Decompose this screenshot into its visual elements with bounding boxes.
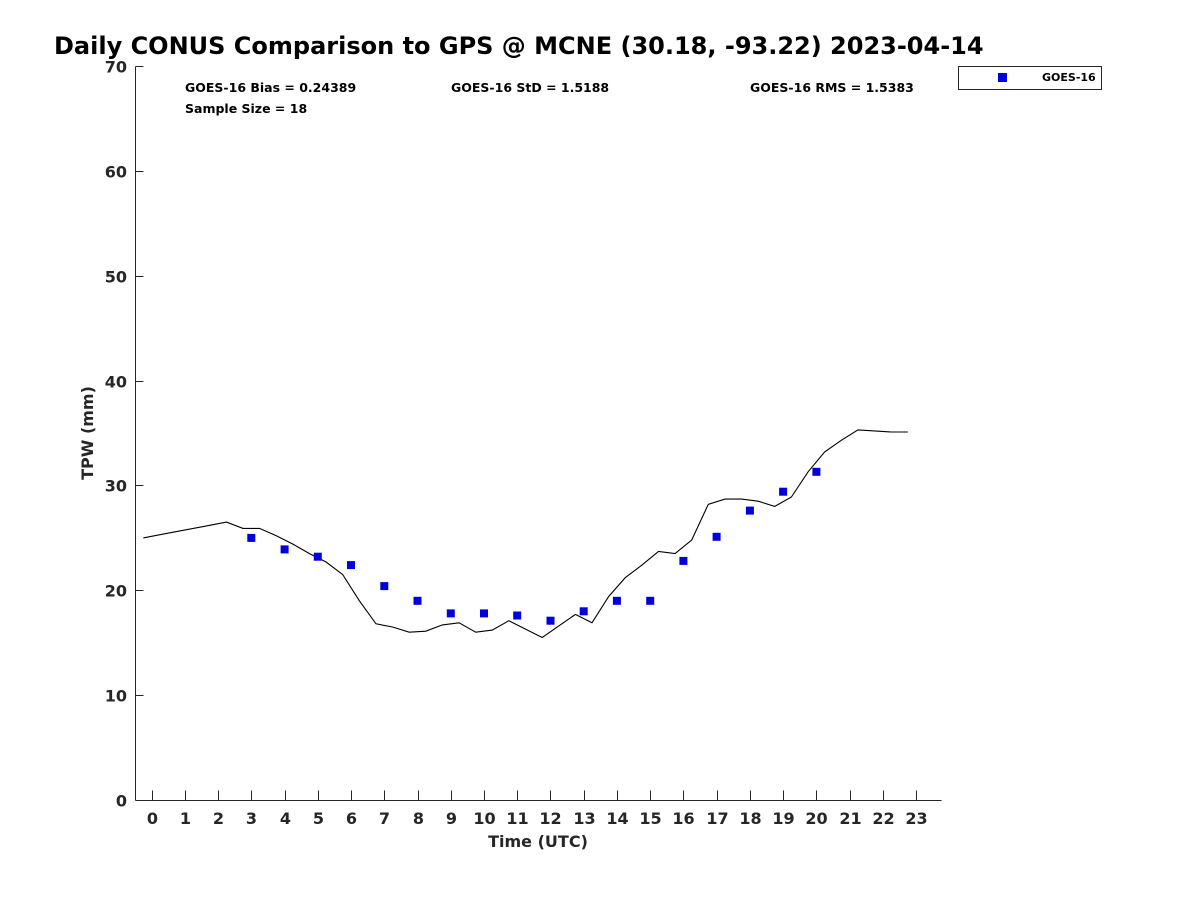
x-tick-label: 18 — [739, 809, 761, 828]
goes16-point — [646, 596, 655, 605]
goes16-point — [413, 596, 422, 605]
x-tick-label: 23 — [905, 809, 927, 828]
x-ticks: 0 1 2 3 4 5 6 7 8 9 10 11 12 13 14 15 16 17 18 19 20 21 22 23 — [147, 790, 928, 828]
y-tick-label: 60 — [105, 163, 127, 182]
x-tick-label: 5 — [313, 809, 324, 828]
goes16-point — [347, 561, 355, 570]
x-tick-label: 13 — [573, 809, 595, 828]
y-tick-label: 30 — [105, 477, 127, 496]
plot-area — [143, 429, 908, 639]
x-tick-label: 0 — [147, 809, 158, 828]
y-tick-label: 0 — [116, 792, 127, 811]
sample-size-stat: Sample Size = 18 — [185, 101, 307, 116]
legend-marker — [998, 73, 1007, 82]
x-tick-label: 11 — [506, 809, 528, 828]
goes16-point — [579, 607, 588, 616]
std-stat: GOES-16 StD = 1.5188 — [451, 80, 609, 95]
goes16-point — [779, 487, 788, 496]
goes16-point — [513, 611, 522, 620]
x-axis-label: Time (UTC) — [488, 832, 588, 851]
x-tick-label: 21 — [839, 809, 861, 828]
x-tick-label: 8 — [413, 809, 424, 828]
y-tick-label: 50 — [105, 268, 127, 287]
x-tick-label: 1 — [180, 809, 191, 828]
goes16-point — [380, 582, 389, 591]
x-tick-label: 10 — [473, 809, 495, 828]
goes16-point — [280, 545, 289, 554]
goes16-point — [745, 506, 754, 515]
x-tick-label: 3 — [246, 809, 257, 828]
y-tick-label: 20 — [105, 582, 127, 601]
goes16-point — [546, 616, 555, 625]
goes16-point — [313, 552, 322, 561]
bias-stat: GOES-16 Bias = 0.24389 — [185, 80, 356, 95]
x-tick-label: 20 — [805, 809, 827, 828]
x-tick-label: 2 — [213, 809, 224, 828]
y-ticks: 0 10 20 30 40 50 60 70 — [105, 58, 144, 811]
goes16-point — [612, 596, 621, 605]
x-tick-label: 16 — [672, 809, 694, 828]
x-tick-label: 12 — [539, 809, 561, 828]
legend-box — [958, 66, 1102, 90]
goes16-point — [247, 533, 256, 542]
chart-title: Daily CONUS Comparison to GPS @ MCNE (30… — [54, 32, 984, 60]
gps-reference-line — [143, 429, 908, 639]
x-tick-label: 4 — [280, 809, 291, 828]
legend-label: GOES-16 — [1042, 71, 1096, 84]
x-tick-label: 19 — [772, 809, 794, 828]
y-tick-label: 40 — [105, 373, 127, 392]
x-tick-label: 15 — [639, 809, 661, 828]
stats-annotations: GOES-16 Bias = 0.24389 GOES-16 StD = 1.5… — [185, 80, 914, 116]
y-tick-label: 10 — [105, 687, 127, 706]
x-tick-label: 9 — [446, 809, 457, 828]
goes16-point — [446, 609, 455, 618]
rms-stat: GOES-16 RMS = 1.5383 — [750, 80, 914, 95]
goes16-point — [679, 556, 688, 565]
y-axis-label: TPW (mm) — [78, 386, 97, 480]
goes16-point — [812, 467, 821, 476]
x-tick-label: 22 — [872, 809, 894, 828]
x-tick-label: 7 — [379, 809, 390, 828]
goes16-point — [480, 609, 488, 618]
axes — [135, 66, 942, 801]
x-tick-label: 14 — [606, 809, 628, 828]
y-tick-label: 70 — [105, 58, 127, 77]
goes16-point — [712, 532, 721, 541]
x-tick-label: 6 — [346, 809, 357, 828]
x-tick-label: 17 — [706, 809, 728, 828]
legend: GOES-16 — [958, 66, 1102, 90]
